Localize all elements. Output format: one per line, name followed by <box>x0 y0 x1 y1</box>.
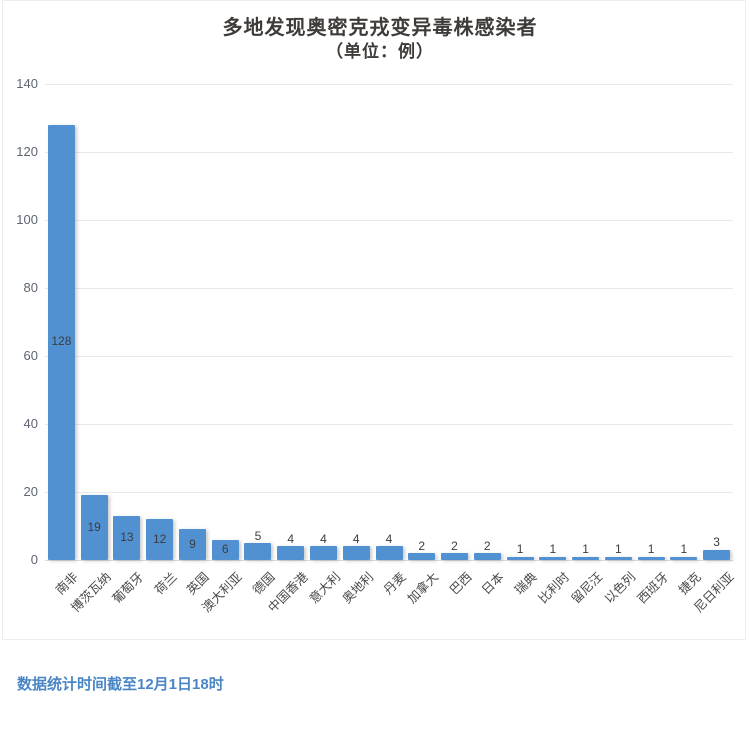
bar-value-label: 3 <box>713 535 720 550</box>
bar <box>244 543 272 560</box>
bar-value-label: 1 <box>516 542 524 557</box>
bar-value-label: 1 <box>582 542 589 557</box>
gridline <box>45 356 733 357</box>
bar-value-label: 2 <box>451 538 458 553</box>
gridline <box>45 84 733 85</box>
bar-value-label: 6 <box>221 541 229 556</box>
y-tick-label: 120 <box>16 144 38 159</box>
y-tick-label: 100 <box>16 212 38 227</box>
bar <box>604 556 632 560</box>
bar-value-label: 1 <box>549 542 557 557</box>
bar-value-label: 4 <box>287 531 295 546</box>
y-tick-label: 60 <box>23 348 38 363</box>
bar <box>80 495 108 560</box>
bar-value-label: 13 <box>120 529 134 544</box>
bar <box>211 539 239 560</box>
bar-value-label: 19 <box>87 519 101 534</box>
bar <box>342 546 370 560</box>
bar <box>309 546 337 560</box>
bar <box>408 553 436 560</box>
chart-subtitle: （单位：例） <box>326 42 434 61</box>
bar <box>441 553 469 560</box>
bar-value-label: 4 <box>352 531 360 546</box>
y-tick-label: 0 <box>30 552 38 567</box>
bar <box>703 549 731 560</box>
bar-value-label: 2 <box>483 538 491 553</box>
bar <box>178 529 206 560</box>
bar-value-label: 1 <box>614 542 622 557</box>
bar <box>375 546 403 560</box>
bar-value-label: 2 <box>418 538 426 553</box>
bar-value-label: 128 <box>51 334 72 349</box>
y-tick-label: 20 <box>23 484 38 499</box>
bar <box>146 519 174 560</box>
gridline <box>45 288 733 289</box>
bar-value-label: 4 <box>385 531 393 546</box>
bar <box>47 124 75 560</box>
chart-border <box>2 0 746 640</box>
gridline <box>45 424 733 425</box>
bar <box>670 556 698 560</box>
bar <box>277 546 305 560</box>
bar <box>473 553 501 560</box>
bar <box>506 556 534 560</box>
gridline <box>45 220 733 221</box>
y-tick-label: 80 <box>23 280 38 295</box>
bar <box>637 556 665 560</box>
bar-value-label: 4 <box>320 531 327 546</box>
bar-value-label: 5 <box>254 528 262 543</box>
gridline <box>45 492 733 493</box>
bar <box>539 556 567 560</box>
data-cutoff-note: 数据统计时间截至12月1日18时 <box>17 676 224 693</box>
chart-title: 多地发现奥密克戎变异毒株感染者 <box>222 17 538 39</box>
bar-value-label: 1 <box>680 542 688 557</box>
bar <box>113 515 141 560</box>
y-tick-label: 140 <box>16 76 38 91</box>
gridline <box>45 152 733 153</box>
bar-value-label: 1 <box>647 542 655 557</box>
bar <box>572 556 600 560</box>
bar-value-label: 12 <box>152 531 167 546</box>
bar-value-label: 9 <box>189 536 196 551</box>
gridline <box>45 560 733 561</box>
y-tick-label: 40 <box>23 416 38 431</box>
